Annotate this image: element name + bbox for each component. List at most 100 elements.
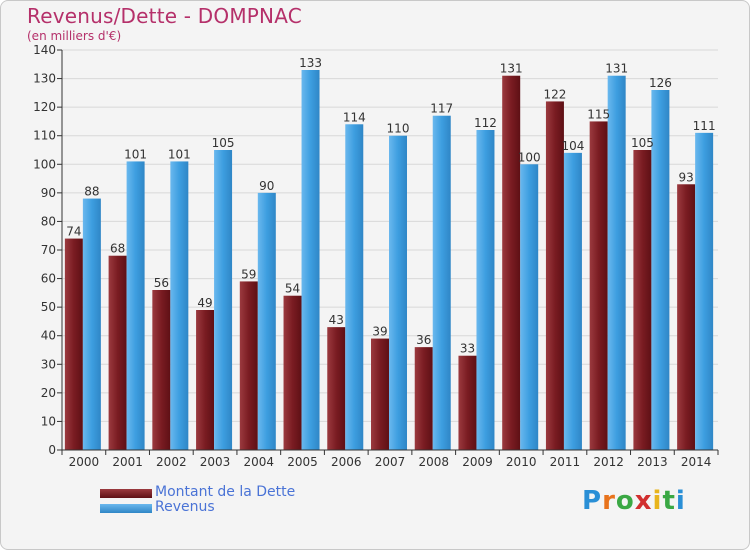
x-tick-label: 2006: [331, 455, 362, 469]
bar-debt: [196, 310, 215, 450]
logo-letter: o: [615, 486, 635, 516]
x-tick-label: 2004: [244, 455, 275, 469]
bar-debt: [677, 184, 696, 451]
x-tick-label: 2001: [112, 455, 143, 469]
bar-revenue: [695, 132, 714, 450]
bar-debt: [283, 295, 302, 450]
data-label-debt: 105: [631, 136, 654, 150]
x-tick-label: 2008: [418, 455, 449, 469]
bar-layer: [64, 70, 714, 451]
bar-debt: [371, 338, 389, 450]
bar-revenue: [607, 75, 626, 450]
y-tick-label: 60: [41, 272, 56, 286]
proxiti-logo: Proxiti: [582, 486, 686, 516]
bar-debt: [502, 75, 521, 450]
x-tick-label: 2007: [375, 455, 406, 469]
legend-swatch-revenue: [100, 504, 152, 513]
data-label-debt: 59: [241, 267, 256, 281]
y-tick-label: 10: [41, 414, 56, 428]
logo-letter: x: [634, 486, 653, 516]
x-tick-label: 2009: [462, 455, 493, 469]
x-tick-label: 2003: [200, 455, 231, 469]
bar-revenue: [432, 115, 451, 450]
y-tick-label: 120: [33, 100, 56, 114]
bar-debt: [545, 101, 564, 450]
x-tick-label: 2013: [637, 455, 668, 469]
bar-debt: [152, 290, 171, 450]
y-tick-label: 110: [33, 129, 56, 143]
bar-debt: [589, 121, 608, 450]
legend-label-debt: Montant de la Dette: [155, 484, 296, 500]
y-tick-label: 20: [41, 386, 56, 400]
bar-debt: [327, 327, 346, 450]
legend-swatch-debt: [100, 489, 152, 498]
data-label-debt: 56: [154, 276, 169, 290]
y-tick-label: 40: [41, 329, 56, 343]
data-label-debt: 93: [678, 170, 693, 184]
logo-letter: P: [582, 486, 603, 516]
y-tick-label: 130: [33, 72, 56, 86]
data-label-revenue: 112: [474, 116, 497, 130]
data-label-revenue: 101: [168, 147, 191, 161]
y-tick-label: 90: [41, 186, 56, 200]
data-label-revenue: 105: [212, 136, 235, 150]
y-tick-label: 70: [41, 243, 56, 257]
bar-debt: [633, 150, 652, 450]
x-tick-label: 2000: [69, 455, 100, 469]
bar-revenue: [126, 161, 145, 450]
data-label-revenue: 133: [299, 56, 322, 70]
data-label-debt: 33: [460, 342, 475, 356]
data-label-revenue: 114: [343, 110, 366, 124]
x-tick-label: 2010: [506, 455, 537, 469]
x-tick-label: 2011: [550, 455, 581, 469]
logo-letter: t: [662, 486, 676, 516]
label-layer: 74 88 68 101 56 101 49 105 59 90 54 133 43 114 39 110 36…: [66, 56, 715, 356]
logo-letter: i: [675, 486, 686, 516]
bar-revenue: [563, 152, 582, 450]
bar-revenue: [389, 135, 407, 450]
logo-letter: i: [652, 486, 663, 516]
data-label-revenue: 90: [259, 179, 274, 193]
y-tick-label: 50: [41, 300, 56, 314]
data-label-debt: 131: [500, 62, 523, 76]
bar-revenue: [82, 198, 101, 450]
bar-revenue: [345, 124, 364, 451]
data-label-revenue: 117: [430, 102, 453, 116]
bar-revenue: [214, 150, 233, 450]
bar-debt: [414, 347, 433, 450]
bar-revenue: [520, 164, 539, 451]
data-label-revenue: 110: [387, 122, 410, 136]
bar-debt: [239, 281, 258, 450]
data-label-debt: 36: [416, 333, 431, 347]
bar-debt: [108, 255, 127, 450]
logo-letter: r: [602, 486, 616, 516]
data-label-revenue: 111: [693, 119, 716, 133]
x-tick-label: 2014: [681, 455, 712, 469]
data-label-debt: 122: [543, 87, 566, 101]
bar-debt: [64, 238, 83, 450]
bar-revenue: [257, 192, 276, 450]
data-label-debt: 49: [197, 296, 212, 310]
bar-revenue: [651, 90, 670, 450]
y-tick-label: 80: [41, 214, 56, 228]
y-tick-label: 30: [41, 357, 56, 371]
bar-debt: [458, 355, 477, 450]
data-label-revenue: 88: [84, 185, 99, 199]
y-tick-label: 100: [33, 157, 56, 171]
x-tick-label: 2005: [287, 455, 318, 469]
legend-label-revenue: Revenus: [155, 499, 215, 515]
chart-subtitle: (en milliers d'€): [27, 29, 122, 43]
y-tick-label: 140: [33, 43, 56, 57]
y-tick-label: 0: [48, 443, 56, 457]
data-label-revenue: 100: [518, 150, 541, 164]
data-label-debt: 43: [329, 313, 344, 327]
data-label-debt: 68: [110, 242, 125, 256]
data-label-revenue: 126: [649, 76, 672, 90]
bar-revenue: [301, 70, 320, 450]
axis-layer: 0 10 20 30 40 50 60 70 80 90 100 110 120 130 140 2000 20…: [33, 43, 719, 469]
chart-title: Revenus/Dette - DOMPNAC: [27, 4, 302, 28]
x-tick-label: 2002: [156, 455, 187, 469]
bar-revenue: [476, 130, 495, 450]
data-label-debt: 54: [285, 282, 300, 296]
